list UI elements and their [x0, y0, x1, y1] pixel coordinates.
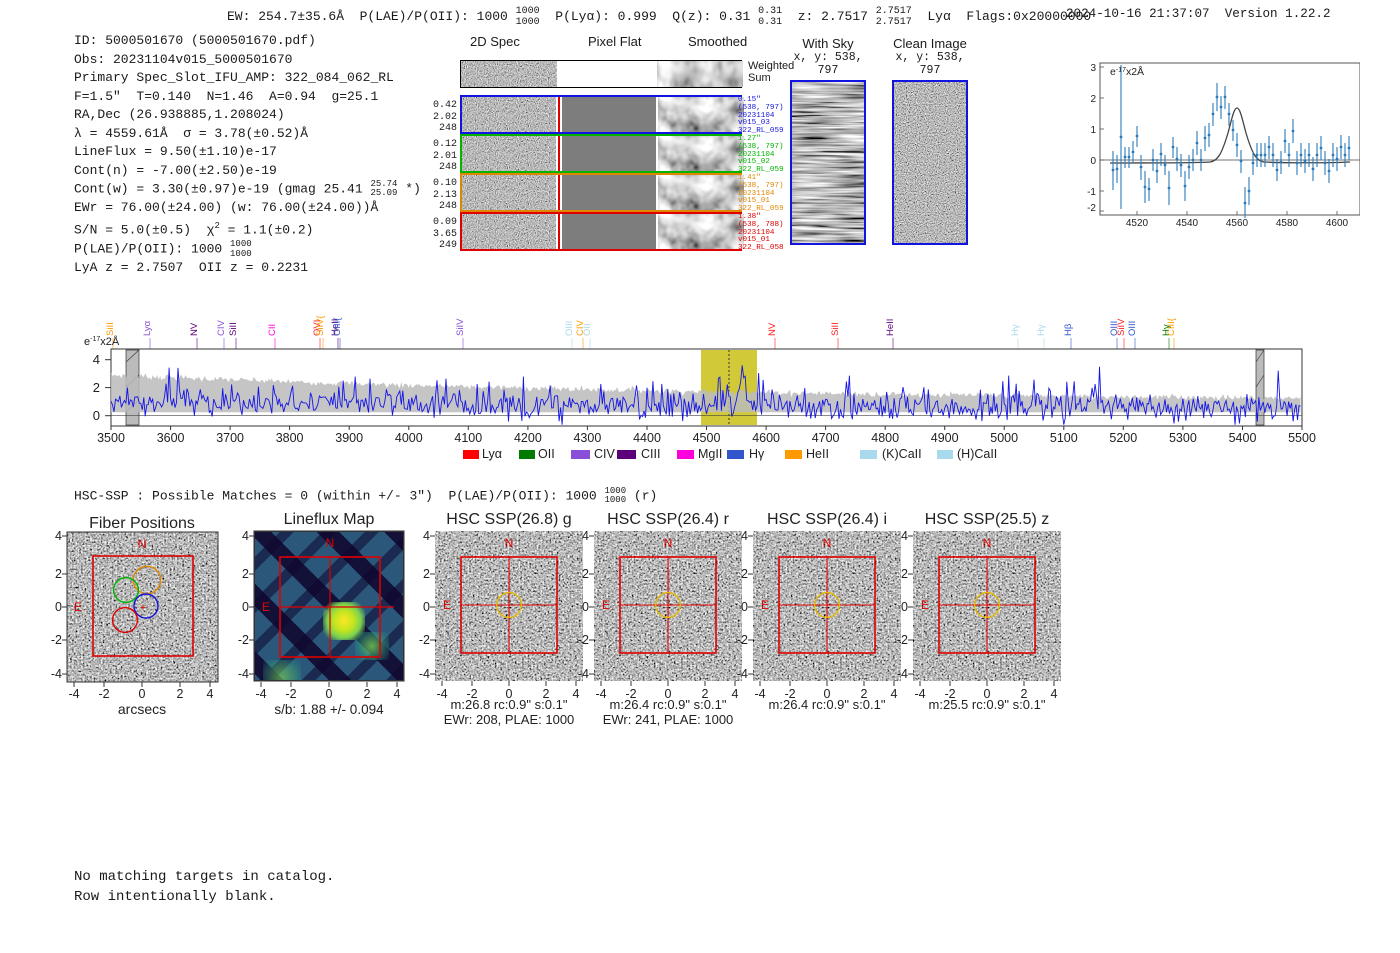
svg-text:0: 0 [901, 600, 908, 614]
svg-text:4: 4 [1051, 687, 1058, 701]
svg-text:m:25.5 rc:0.9" s:0.1": m:25.5 rc:0.9" s:0.1" [929, 697, 1046, 712]
svg-text:-2: -2 [897, 633, 908, 647]
svg-text:-4: -4 [914, 687, 925, 701]
svg-text:N: N [983, 536, 992, 550]
svg-text:-4: -4 [897, 667, 908, 681]
svg-text:4: 4 [901, 529, 908, 543]
svg-text:2: 2 [901, 567, 908, 581]
svg-text:HSC SSP(25.5) z: HSC SSP(25.5) z [925, 511, 1049, 528]
svg-text:E: E [921, 598, 929, 612]
